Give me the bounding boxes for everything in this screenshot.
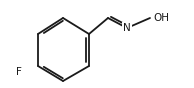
Text: OH: OH [153, 13, 169, 23]
Text: N: N [123, 23, 131, 33]
Text: F: F [16, 67, 22, 77]
